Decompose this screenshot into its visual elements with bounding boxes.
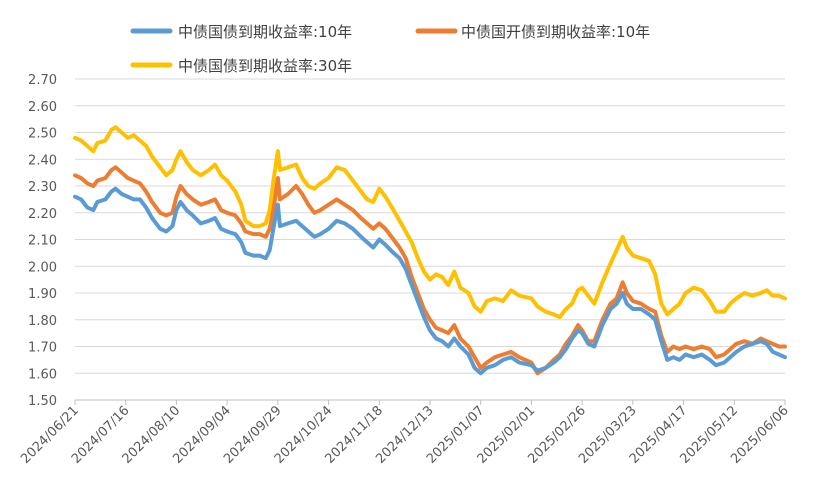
legend-item-cgb-30y: 中债国债到期收益率:30年 xyxy=(130,57,352,75)
series-line-cgb-10y xyxy=(73,186,787,376)
legend-label-cgb-30y: 中债国债到期收益率:30年 xyxy=(178,57,352,75)
y-tick-label: 2.60 xyxy=(28,100,57,115)
y-tick-label: 1.70 xyxy=(28,341,57,356)
y-tick-label: 2.70 xyxy=(28,73,57,88)
legend-label-cdb-10y: 中债国开债到期收益率:10年 xyxy=(461,23,650,41)
y-tick-label: 2.40 xyxy=(28,153,57,168)
y-tick-label: 2.20 xyxy=(28,207,57,222)
series-lines xyxy=(73,125,787,376)
series-line-cgb-30y xyxy=(73,125,787,320)
y-tick-label: 2.30 xyxy=(28,180,57,195)
legend-item-cdb-10y: 中债国开债到期收益率:10年 xyxy=(415,23,650,41)
legend: 中债国债到期收益率:10年 中债国开债到期收益率:10年 中债国债到期收益率:3… xyxy=(130,23,650,75)
y-tick-label: 2.00 xyxy=(28,260,57,275)
y-tick-label: 2.10 xyxy=(28,234,57,249)
y-tick-label: 1.60 xyxy=(28,367,57,382)
legend-item-cgb-10y: 中债国债到期收益率:10年 xyxy=(130,23,352,41)
y-tick-label: 2.50 xyxy=(28,127,57,142)
y-tick-label: 1.50 xyxy=(28,394,57,409)
y-tick-label: 1.80 xyxy=(28,314,57,329)
y-tick-label: 1.90 xyxy=(28,287,57,302)
legend-label-cgb-10y: 中债国债到期收益率:10年 xyxy=(178,23,352,41)
y-axis-tick-labels: 1.50 1.60 1.70 1.80 1.90 2.00 2.10 2.20 2.30 2.40… xyxy=(28,73,57,409)
